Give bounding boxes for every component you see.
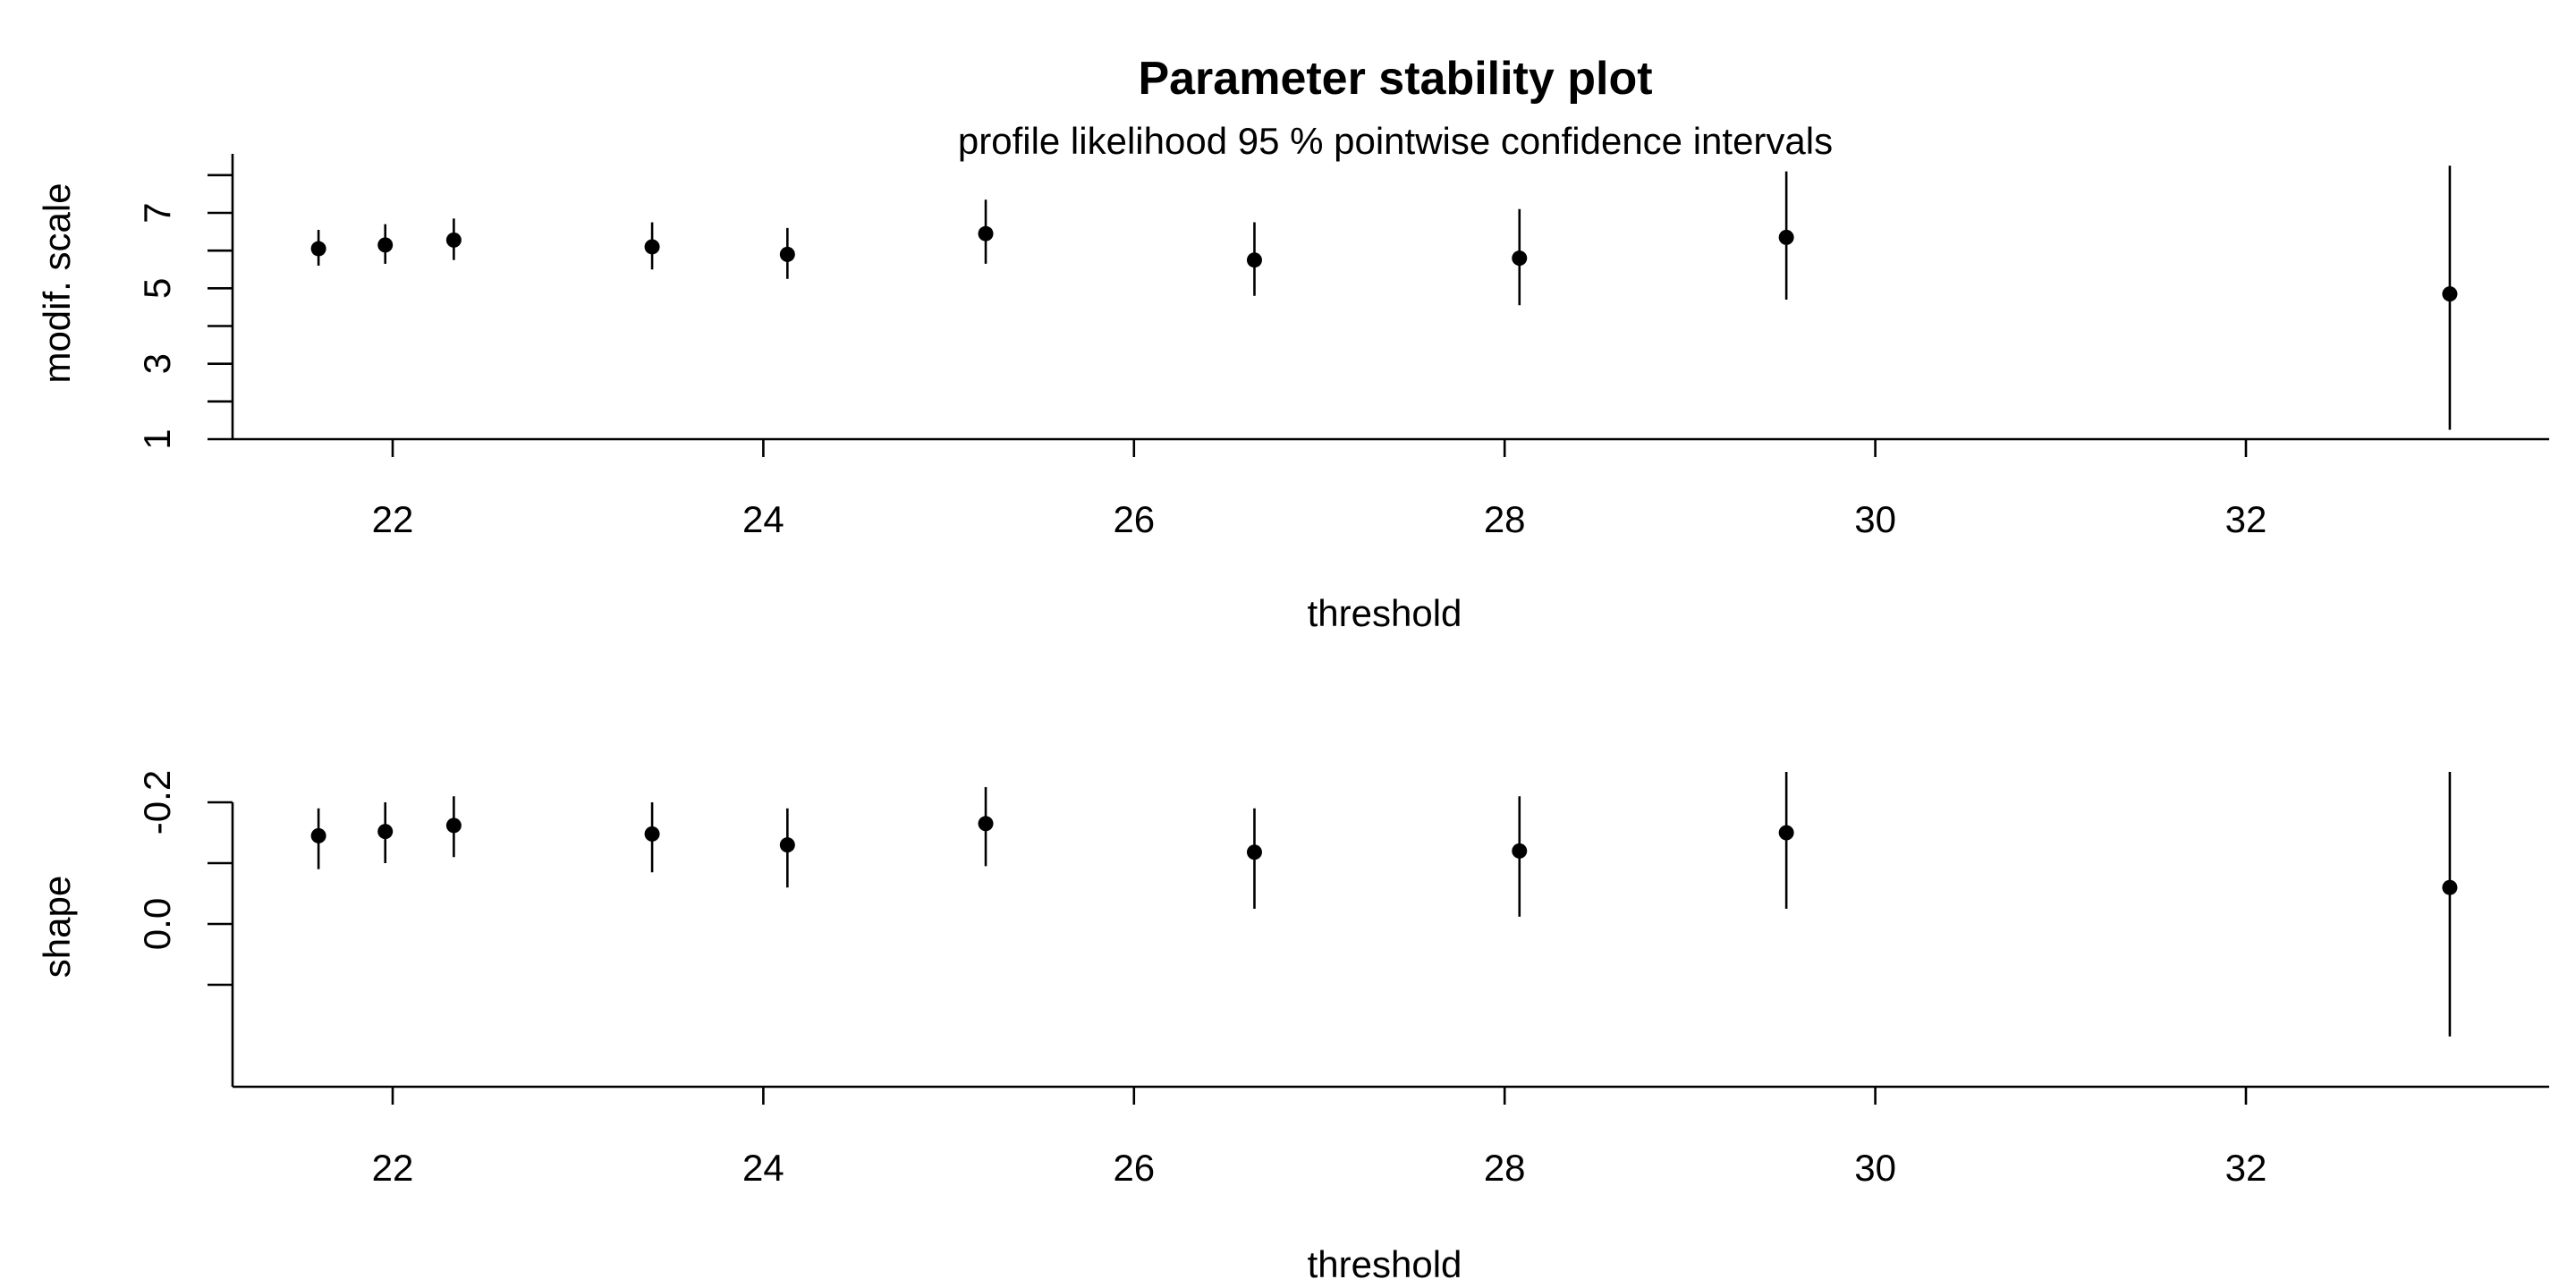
- data-point: [1512, 250, 1528, 267]
- y-tick-label: 7: [136, 202, 178, 223]
- x-tick-label: 28: [1484, 498, 1526, 540]
- chart-title: Parameter stability plot: [1138, 53, 1652, 105]
- y-tick-label: 1: [136, 428, 178, 449]
- data-point: [1778, 229, 1794, 245]
- data-point: [779, 837, 795, 853]
- y-tick-label: 5: [136, 278, 178, 299]
- x-tick-label: 26: [1113, 1147, 1155, 1189]
- data-point: [644, 826, 660, 842]
- chart-subtitle: profile likelihood 95 % pointwise confid…: [958, 120, 1833, 162]
- data-point: [2442, 286, 2458, 302]
- y-tick-label: 0.0: [136, 898, 178, 950]
- y-tick-label: 3: [136, 353, 178, 374]
- x-tick-label: 26: [1113, 498, 1155, 540]
- shape-panel: 22 24 26 28 30 32 -0.2 0.0 threshold shape: [36, 770, 2549, 1285]
- y-axis-label: modif. scale: [36, 182, 78, 383]
- y-axis-label: shape: [36, 876, 78, 978]
- data-point: [1246, 844, 1262, 860]
- data-point: [310, 241, 326, 257]
- data-point: [377, 237, 394, 253]
- data-point: [1246, 252, 1262, 268]
- data-point: [377, 824, 394, 840]
- data-point: [310, 827, 326, 843]
- x-tick-label: 24: [742, 498, 784, 540]
- x-tick-label: 30: [1854, 1147, 1896, 1189]
- data-point: [2442, 879, 2458, 895]
- data-point: [445, 232, 462, 248]
- data-point: [644, 239, 660, 255]
- y-tick-label: -0.2: [136, 770, 178, 835]
- x-tick-label: 24: [742, 1147, 784, 1189]
- x-tick-label: 30: [1854, 498, 1896, 540]
- x-tick-label: 22: [372, 1147, 414, 1189]
- data-point: [978, 225, 994, 242]
- data-point: [1778, 825, 1794, 841]
- data-point: [445, 818, 462, 834]
- x-tick-label: 32: [2225, 1147, 2267, 1189]
- x-axis-label: threshold: [1308, 1243, 1462, 1285]
- data-point: [978, 816, 994, 832]
- data-point: [779, 246, 795, 262]
- x-tick-label: 28: [1484, 1147, 1526, 1189]
- x-tick-label: 22: [372, 498, 414, 540]
- x-axis-label: threshold: [1308, 592, 1462, 634]
- scale-panel: 22 24 26 28 30 32 1 3 5 7 threshold modif. scale: [36, 154, 2549, 634]
- x-tick-label: 32: [2225, 498, 2267, 540]
- data-point: [1512, 843, 1528, 859]
